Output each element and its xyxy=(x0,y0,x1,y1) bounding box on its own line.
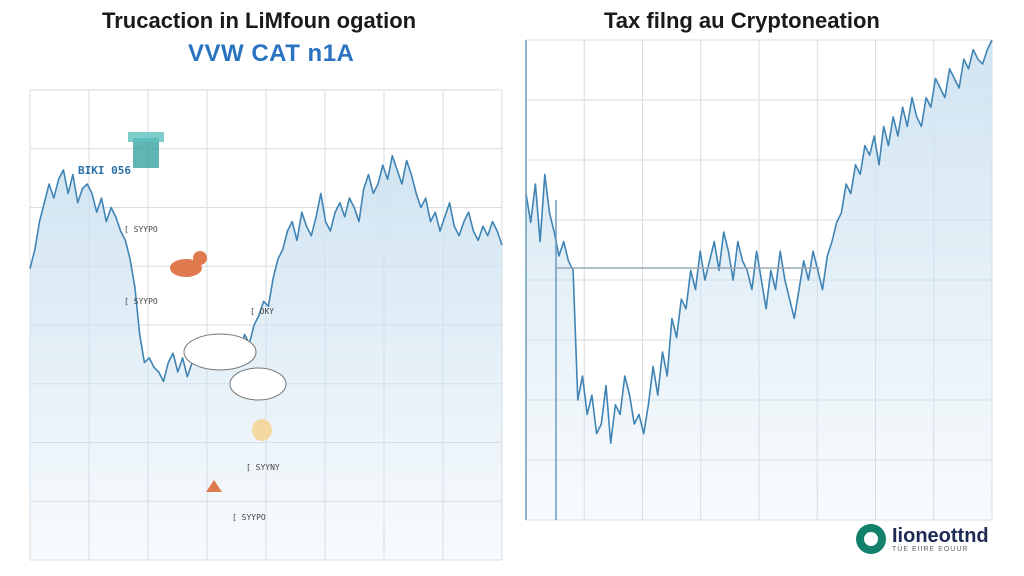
doodle-label: [ SYYPO xyxy=(232,513,266,522)
right-chart-series-line xyxy=(525,39,993,444)
doodle-label: [ SYYNY xyxy=(246,463,280,472)
left-chart-title: Trucaction in LiMfoun ogation xyxy=(102,8,417,33)
doodle-box-icon xyxy=(128,132,164,168)
doodle-figure-icon xyxy=(206,480,222,492)
doodle-label: [ SYYPO xyxy=(124,225,158,234)
brand-logo: Iioneottnd TÜE EIIRE EOUUR xyxy=(856,524,989,554)
brand-logo-icon xyxy=(856,524,886,554)
left-chart-area-fill xyxy=(30,155,502,561)
left-chart-plot xyxy=(29,155,503,561)
right-chart-plot xyxy=(525,39,993,520)
doodle-cloud-icon xyxy=(183,333,287,401)
brand-tagline: TÜE EIIRE EOUUR xyxy=(892,545,969,553)
doodle-animal-icon xyxy=(170,251,207,277)
right-chart-title: Tax filng au Cryptoneation xyxy=(604,8,880,33)
doodle-label: [ SYYPO xyxy=(124,297,158,306)
doodle-label: [ OKY xyxy=(250,307,274,316)
right-chart-area-fill xyxy=(526,40,992,520)
doodle-label: BIKI 056 xyxy=(78,164,131,177)
left-chart-series-line xyxy=(29,155,503,383)
left-chart-subtitle: VVW CAT n1A xyxy=(188,40,355,67)
brand-name: Iioneottnd xyxy=(892,524,989,547)
doodle-chick-icon xyxy=(252,419,272,441)
